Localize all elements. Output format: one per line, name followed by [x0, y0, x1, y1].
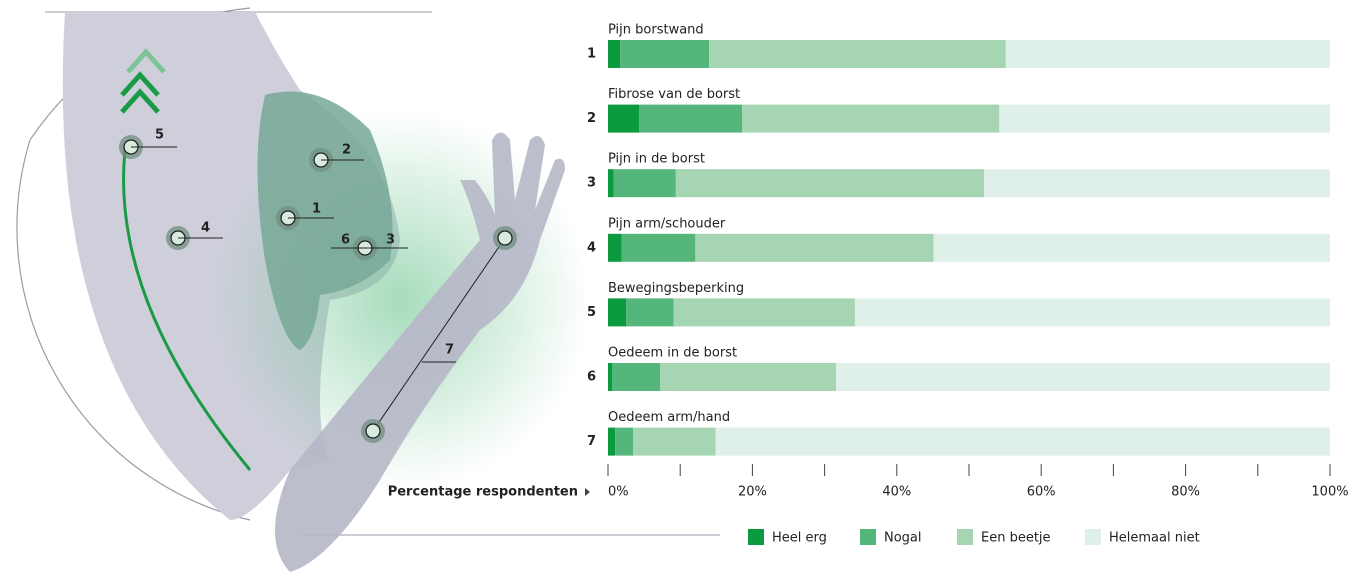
legend-label: Een beetje — [981, 531, 1051, 546]
x-tick-label: 40% — [882, 485, 911, 500]
marker-label: 1 — [312, 202, 321, 217]
bar-segment — [608, 298, 626, 326]
bar-segment — [695, 234, 933, 262]
bar-segment — [709, 40, 1006, 68]
bar-segment — [633, 428, 715, 456]
category-label: Fibrose van de borst — [608, 87, 740, 102]
x-axis-label: Percentage respondenten — [388, 485, 578, 500]
category-number: 4 — [587, 240, 596, 255]
bar-segment — [1006, 40, 1330, 68]
bar-segment — [620, 40, 709, 68]
legend-label: Nogal — [884, 531, 922, 546]
category-label: Oedeem in de borst — [608, 346, 737, 361]
bar-segment — [676, 169, 984, 197]
bar-segment — [984, 169, 1330, 197]
bar-segment — [608, 40, 620, 68]
bar-segment — [608, 234, 622, 262]
marker-label: 6 — [341, 233, 350, 248]
legend-label: Helemaal niet — [1109, 531, 1200, 546]
marker-ring — [498, 231, 512, 245]
x-tick-label: 60% — [1027, 485, 1056, 500]
marker-label: 3 — [386, 233, 395, 248]
category-label: Pijn borstwand — [608, 23, 704, 38]
category-number: 2 — [587, 111, 596, 126]
x-tick-label: 80% — [1171, 485, 1200, 500]
bar-segment — [614, 169, 676, 197]
category-number: 5 — [587, 305, 596, 320]
category-number: 6 — [587, 370, 596, 385]
legend-swatch — [748, 529, 764, 545]
bar-segment — [622, 234, 696, 262]
bar-segment — [660, 363, 836, 391]
bar-segment — [742, 105, 999, 133]
bar-segment — [716, 428, 1330, 456]
x-tick-label: 0% — [608, 485, 629, 500]
category-number: 1 — [587, 47, 596, 62]
axis-pointer — [585, 488, 590, 496]
bar-segment — [608, 105, 639, 133]
marker-label: 4 — [201, 221, 210, 236]
chart: 1 2 3 4 5 6 7 Pijn borstwand 1 Fibrose van de bor… — [0, 0, 1361, 572]
bar-segment — [999, 105, 1330, 133]
bar-segment — [626, 298, 674, 326]
legend-swatch — [957, 529, 973, 545]
x-tick-label: 100% — [1311, 485, 1348, 500]
marker-label: 2 — [342, 143, 351, 158]
bar-segment — [934, 234, 1330, 262]
bar-segment — [674, 298, 855, 326]
category-label: Bewegingsbeperking — [608, 281, 744, 296]
bar-segment — [608, 169, 614, 197]
bar-segment — [639, 105, 742, 133]
marker-label: 5 — [155, 128, 164, 143]
category-label: Pijn arm/schouder — [608, 216, 726, 231]
bar-segment — [855, 298, 1330, 326]
category-label: Pijn in de borst — [608, 152, 705, 167]
legend-label: Heel erg — [772, 531, 827, 546]
bar-segment — [612, 363, 660, 391]
bar-segment — [608, 428, 615, 456]
bar-segment — [608, 363, 612, 391]
marker-ring — [366, 424, 380, 438]
category-number: 7 — [587, 434, 596, 449]
legend-swatch — [860, 529, 876, 545]
bar-segment — [615, 428, 633, 456]
category-label: Oedeem arm/hand — [608, 410, 730, 425]
bar-segment — [836, 363, 1330, 391]
x-tick-label: 20% — [738, 485, 767, 500]
marker-label: 7 — [445, 343, 454, 358]
legend-swatch — [1085, 529, 1101, 545]
category-number: 3 — [587, 176, 596, 191]
